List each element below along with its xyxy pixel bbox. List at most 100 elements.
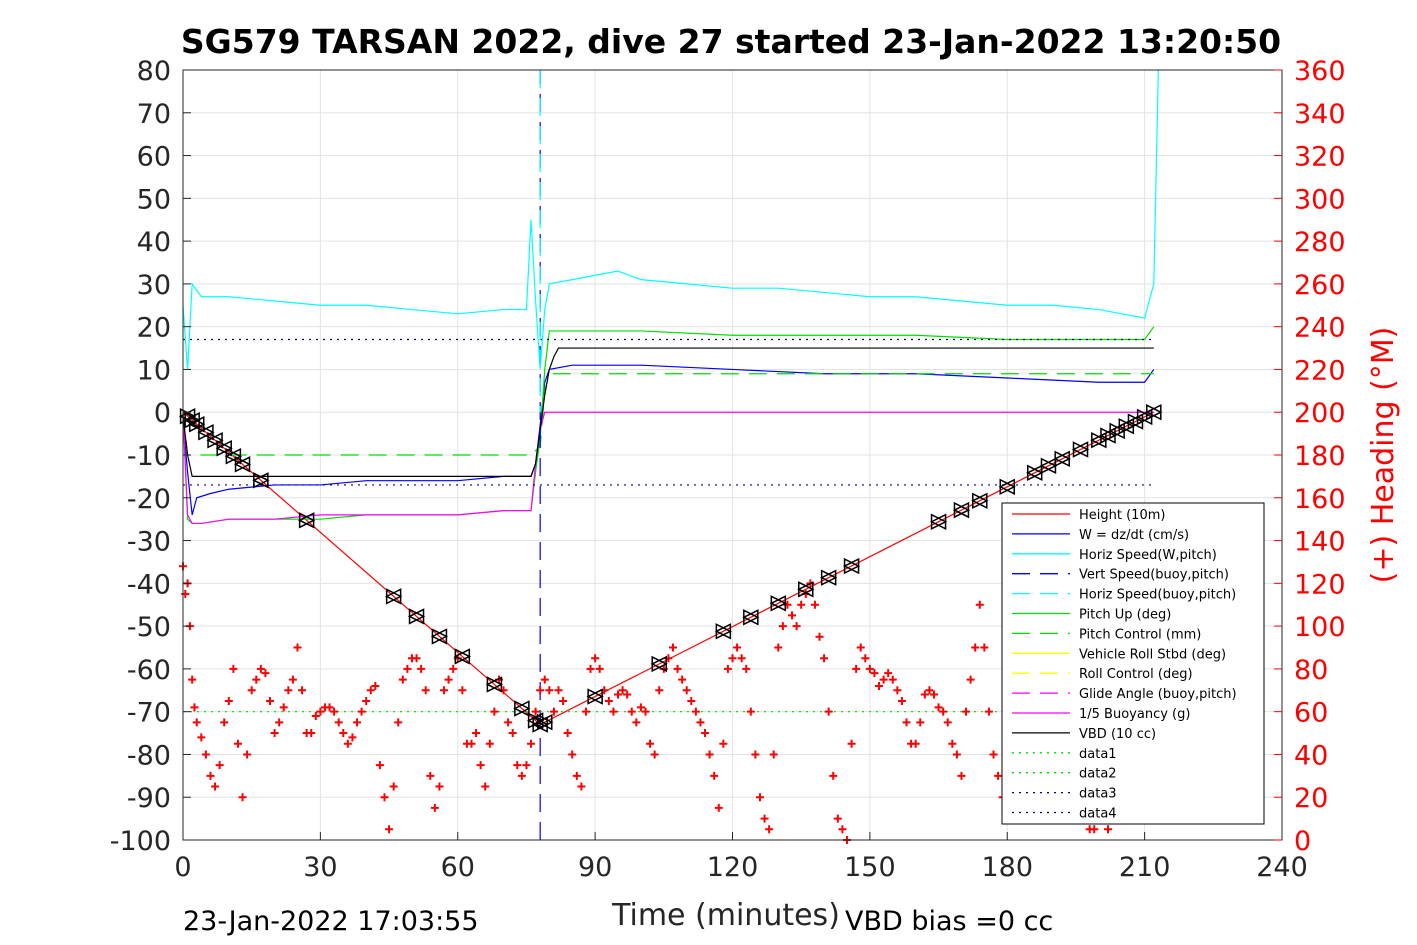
heading-point [824, 707, 833, 716]
heading-point [490, 707, 499, 716]
heading-point [577, 782, 586, 791]
dive-marker-triangle [929, 513, 947, 530]
legend-entry-label: Vert Speed(buoy,pitch) [1079, 568, 1229, 583]
legend-entry-label: Height (10m) [1079, 508, 1165, 523]
heading-point [527, 739, 536, 748]
heading-point [737, 654, 746, 663]
y-right-tick-label: 200 [1294, 398, 1346, 429]
legend-entry-label: Horiz Speed(W,pitch) [1079, 548, 1217, 563]
heading-point [975, 600, 984, 609]
dive-marker-triangle [797, 581, 814, 598]
y-tick-label: 10 [137, 355, 171, 386]
y-right-tick-label: 360 [1294, 56, 1346, 87]
heading-point [650, 750, 659, 759]
heading-point [380, 793, 389, 802]
y-tick-label: -50 [127, 612, 171, 643]
heading-point [549, 707, 558, 716]
heading-point [943, 718, 952, 727]
heading-point [362, 696, 371, 705]
heading-point [403, 664, 412, 673]
series-vbd-10-cc [182, 347, 1154, 477]
heading-point [797, 600, 806, 609]
heading-point [481, 782, 490, 791]
heading-point [508, 729, 517, 738]
heading-point [190, 703, 199, 712]
heading-point [888, 675, 897, 684]
y-right-tick-label: 80 [1294, 655, 1328, 686]
heading-point [467, 739, 476, 748]
heading-point [522, 761, 531, 770]
heading-point [288, 675, 297, 684]
y-tick-label: 40 [137, 227, 171, 258]
x-tick-label: 90 [578, 852, 612, 883]
dive-marker-triangle [769, 595, 787, 612]
y-axis-right-label: (+) Heading (°M) [1366, 327, 1401, 584]
heading-point [440, 686, 449, 695]
y-right-tick-label: 0 [1294, 826, 1311, 857]
heading-point [192, 718, 201, 727]
y-tick-label: -30 [127, 527, 171, 558]
heading-point [696, 718, 705, 727]
dive-marker-triangle [430, 628, 448, 645]
heading-point [939, 707, 948, 716]
heading-point [188, 675, 197, 684]
heading-point [765, 825, 774, 834]
y-axis-left-ticks: -100-90-80-70-60-50-40-30-20-10010203040… [110, 56, 191, 857]
y-tick-label: -40 [127, 569, 171, 600]
heading-point [536, 686, 545, 695]
dive-marker-triangle [384, 588, 402, 605]
y-right-tick-label: 340 [1294, 99, 1346, 130]
dive-marker-triangle [513, 700, 530, 717]
heading-point [389, 782, 398, 791]
dive-marker-triangle [297, 512, 315, 529]
y-right-tick-label: 240 [1294, 313, 1346, 344]
heading-point [618, 686, 627, 695]
heading-point [957, 771, 966, 780]
y-right-tick-label: 300 [1294, 184, 1346, 215]
heading-point [755, 793, 764, 802]
dive-marker-triangle [188, 416, 205, 433]
footer-timestamp: 23-Jan-2022 17:03:55 [183, 906, 479, 937]
dive-marker-triangle [971, 492, 988, 509]
series-1-5-buoyancy-g [182, 411, 1154, 525]
heading-point [430, 803, 439, 812]
y-tick-label: -20 [127, 484, 171, 515]
heading-point [911, 739, 920, 748]
heading-point [398, 675, 407, 684]
legend-entry-label: VBD (10 cc) [1079, 727, 1156, 742]
heading-point [311, 711, 320, 720]
heading-point [929, 690, 938, 699]
y-tick-label: -90 [127, 783, 171, 814]
heading-point [751, 750, 760, 759]
legend-entry-label: Roll Control (deg) [1079, 667, 1193, 682]
dive-marker-triangle [536, 713, 553, 731]
heading-point [948, 739, 957, 748]
y-right-tick-label: 40 [1294, 740, 1328, 771]
y-tick-label: -10 [127, 441, 171, 472]
heading-point [829, 771, 838, 780]
heading-point [902, 718, 911, 727]
heading-point [298, 686, 307, 695]
x-tick-label: 30 [303, 852, 337, 883]
dive-marker-triangle [206, 432, 223, 449]
heading-point [261, 669, 270, 678]
heading-point [540, 675, 549, 684]
dive-marker-triangle [224, 448, 242, 465]
y-tick-label: -80 [127, 740, 171, 771]
heading-point [595, 664, 604, 673]
heading-point [861, 654, 870, 663]
heading-point [224, 696, 233, 705]
heading-point [673, 664, 682, 673]
heading-point [792, 622, 801, 631]
y-tick-label: 80 [137, 56, 171, 87]
x-tick-label: 150 [844, 852, 896, 883]
legend-entry-label: Pitch Control (mm) [1079, 627, 1201, 642]
heading-point [920, 690, 929, 699]
heading-point [357, 707, 366, 716]
dive-markers [178, 404, 1163, 733]
heading-point [879, 675, 888, 684]
y-tick-label: 50 [137, 184, 171, 215]
heading-point [1103, 825, 1112, 834]
heading-point [353, 718, 362, 727]
dive-marker-triangle [1053, 450, 1070, 468]
